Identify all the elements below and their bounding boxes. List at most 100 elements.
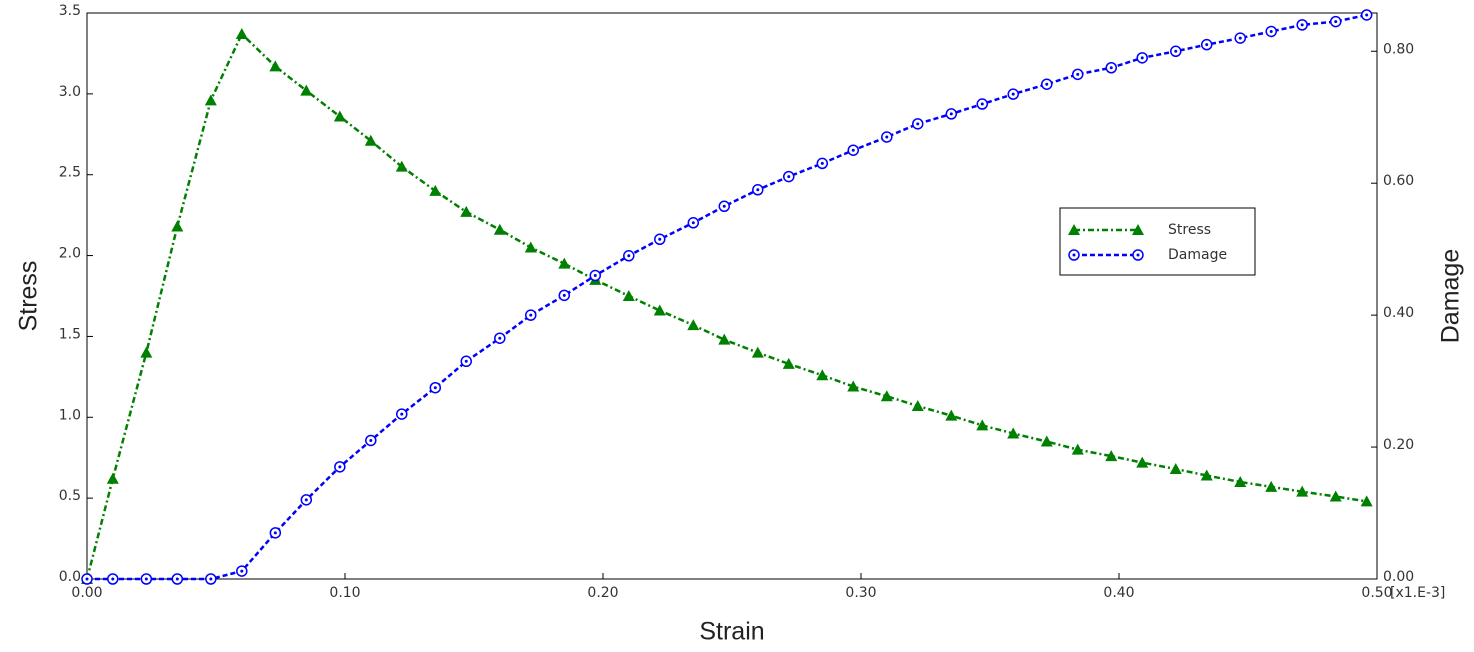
marker: [171, 220, 184, 232]
marker: [235, 28, 248, 40]
y2-tick-label: 0.00: [1383, 569, 1414, 585]
y-tick-label: 0.5: [59, 488, 81, 504]
marker: [1136, 52, 1148, 64]
marker: [782, 357, 795, 369]
marker: [687, 319, 700, 331]
marker: [751, 346, 764, 358]
marker-dot: [144, 577, 148, 581]
marker-dot: [273, 531, 277, 535]
y2-tick-label: 0.20: [1383, 437, 1414, 453]
marker: [1329, 490, 1342, 502]
marker-dot: [209, 577, 213, 581]
marker-dot: [1136, 253, 1140, 257]
marker: [847, 144, 860, 156]
marker-dot: [433, 386, 437, 390]
marker: [558, 257, 571, 269]
marker: [236, 565, 248, 577]
marker: [1105, 62, 1118, 74]
marker-dot: [851, 148, 855, 152]
legend-box: [1059, 207, 1256, 276]
marker: [976, 419, 989, 431]
marker-dot: [787, 175, 791, 179]
marker-dot: [1334, 20, 1338, 24]
marker-dot: [240, 569, 244, 573]
x-tick-label: 0.20: [587, 585, 618, 601]
legend: Stress Damage: [1059, 207, 1256, 276]
marker: [1068, 224, 1080, 235]
marker: [107, 573, 119, 585]
marker: [718, 333, 731, 345]
marker-dot: [498, 336, 502, 340]
y2-tick-label: 0.80: [1383, 41, 1414, 57]
marker: [524, 241, 537, 253]
marker: [687, 217, 700, 229]
marker-dot: [1205, 43, 1209, 47]
marker-dot: [1140, 56, 1144, 60]
marker: [1007, 427, 1020, 439]
marker: [429, 381, 442, 394]
marker-dot: [916, 122, 920, 126]
marker-dot: [1045, 82, 1049, 86]
marker: [81, 573, 93, 585]
y2-tick-label: 0.60: [1383, 173, 1414, 189]
marker-dot: [338, 465, 342, 469]
marker: [718, 200, 731, 213]
legend-label: Damage: [1168, 247, 1227, 263]
marker-dot: [1174, 49, 1178, 53]
series-line: [85, 31, 1367, 580]
marker: [1200, 38, 1213, 51]
marker: [106, 472, 119, 484]
marker: [140, 573, 153, 585]
marker: [429, 184, 442, 196]
marker-dot: [627, 254, 631, 258]
marker-dot: [85, 577, 89, 581]
x-tick-label: 0.00: [71, 585, 102, 601]
y2-tick-label: 0.40: [1383, 305, 1414, 321]
marker: [623, 250, 635, 262]
marker: [945, 108, 958, 120]
marker: [1169, 463, 1182, 475]
marker-dot: [1109, 66, 1113, 70]
marker: [1296, 19, 1308, 31]
marker: [205, 573, 217, 585]
marker: [752, 184, 764, 196]
marker: [653, 304, 666, 316]
marker: [364, 134, 377, 146]
marker: [847, 380, 860, 392]
marker-dot: [1365, 13, 1369, 17]
marker-dot: [1072, 253, 1076, 257]
marker-dot: [1238, 36, 1242, 40]
marker: [912, 118, 924, 130]
marker: [269, 527, 282, 539]
marker: [816, 157, 829, 170]
marker-dot: [464, 359, 468, 363]
marker: [1041, 78, 1053, 90]
marker: [1360, 9, 1373, 21]
marker: [1071, 68, 1084, 81]
marker: [334, 461, 346, 473]
y-axis-title: Stress: [15, 261, 43, 332]
marker: [1132, 224, 1144, 235]
marker: [1068, 249, 1080, 261]
marker: [1329, 15, 1342, 28]
marker: [976, 98, 989, 110]
marker: [1105, 450, 1118, 462]
marker-dot: [111, 577, 115, 581]
marker: [816, 369, 829, 381]
marker-dot: [1011, 92, 1015, 96]
marker-dot: [562, 293, 566, 297]
marker: [460, 355, 473, 368]
marker: [140, 346, 153, 358]
marker: [333, 110, 346, 122]
marker-dot: [1076, 72, 1080, 76]
marker-dot: [949, 112, 953, 116]
marker: [269, 60, 282, 72]
marker-dot: [1269, 29, 1273, 33]
y-tick-label: 2.5: [59, 165, 81, 181]
marker: [558, 289, 571, 302]
marker: [395, 160, 408, 172]
marker-dot: [756, 188, 760, 192]
y-tick-label: 1.5: [59, 326, 81, 342]
marker-dot: [529, 313, 533, 317]
marker-dot: [820, 161, 824, 165]
